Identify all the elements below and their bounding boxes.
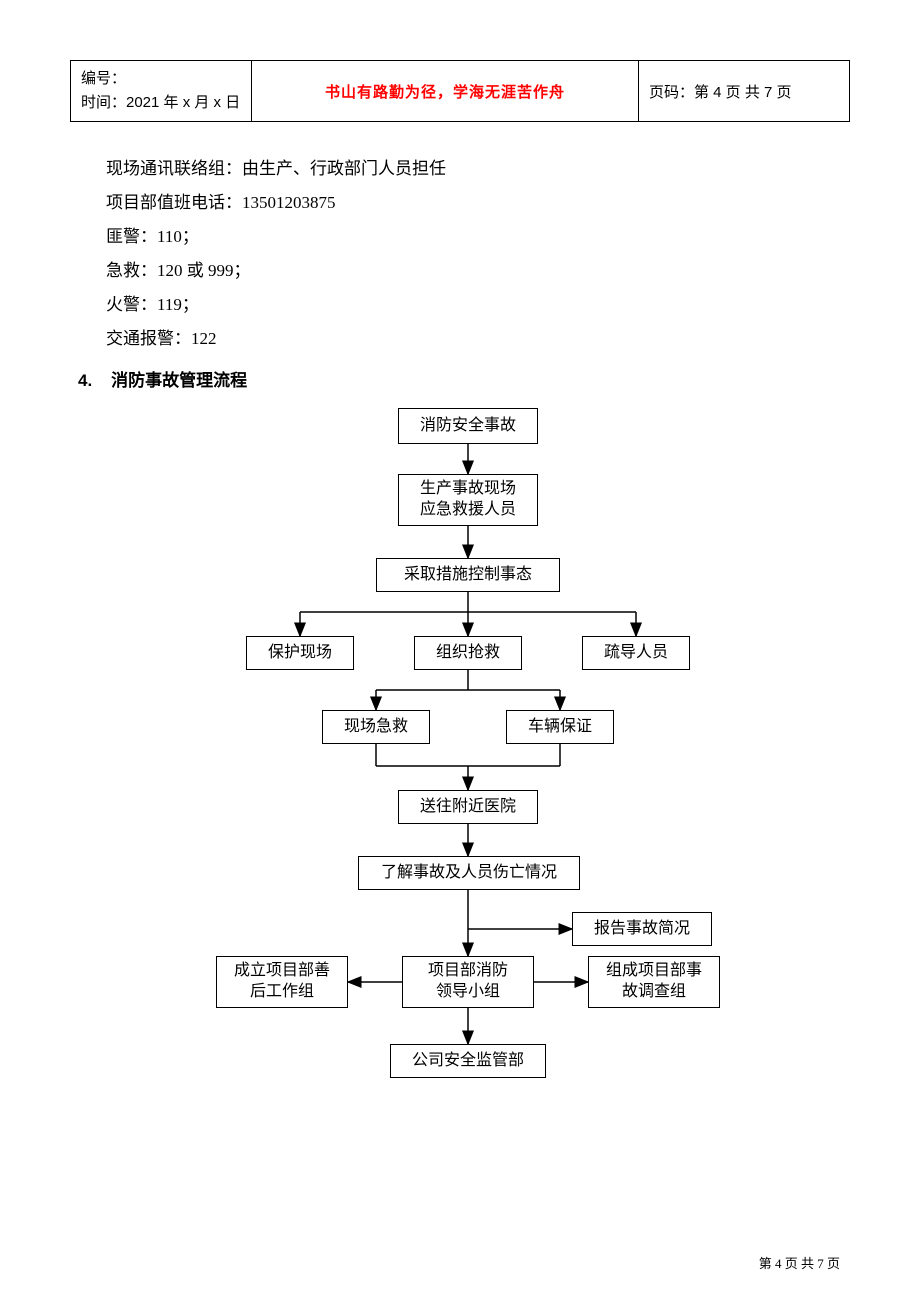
body-line: 交通报警：122 [106, 322, 850, 356]
flowchart-node: 成立项目部善后工作组 [216, 956, 348, 1008]
body-line: 项目部值班电话：13501203875 [106, 186, 850, 220]
body-line: 急救：120 或 999； [106, 254, 850, 288]
flowchart-node: 消防安全事故 [398, 408, 538, 444]
flowchart-node: 采取措施控制事态 [376, 558, 560, 592]
flowchart-node: 送往附近医院 [398, 790, 538, 824]
doc-number-label: 编号： [81, 67, 241, 91]
flowchart-node: 生产事故现场应急救援人员 [398, 474, 538, 526]
flowchart-container: 消防安全事故生产事故现场应急救援人员采取措施控制事态保护现场 组织抢救 疏导人员现场… [150, 408, 770, 1178]
body-line: 匪警：110； [106, 220, 850, 254]
flowchart-node: 车辆保证 [506, 710, 614, 744]
header-motto: 书山有路勤为径，学海无涯苦作舟 [325, 84, 565, 101]
body-text-block: 现场通讯联络组：由生产、行政部门人员担任 项目部值班电话：13501203875… [106, 152, 850, 356]
section-title: 消防事故管理流程 [111, 371, 247, 390]
flowchart-node: 报告事故简况 [572, 912, 712, 946]
body-line: 现场通讯联络组：由生产、行政部门人员担任 [106, 152, 850, 186]
header-table: 编号： 时间：2021 年 x 月 x 日 书山有路勤为径，学海无涯苦作舟 页码… [70, 60, 850, 122]
flowchart-node: 疏导人员 [582, 636, 690, 670]
flowchart-node: 项目部消防领导小组 [402, 956, 534, 1008]
doc-date-label: 时间：2021 年 x 月 x 日 [81, 91, 241, 115]
body-line: 火警：119； [106, 288, 850, 322]
header-center-cell: 书山有路勤为径，学海无涯苦作舟 [252, 61, 639, 122]
flowchart-node: 了解事故及人员伤亡情况 [358, 856, 580, 890]
section-header: 4. 消防事故管理流程 [78, 364, 850, 398]
flowchart-node: 组成项目部事故调查组 [588, 956, 720, 1008]
section-number: 4. [78, 371, 92, 390]
header-page-info: 页码：第 4 页 共 7 页 [649, 84, 792, 101]
header-right-cell: 页码：第 4 页 共 7 页 [639, 61, 850, 122]
flowchart-node: 公司安全监管部 [390, 1044, 546, 1078]
flowchart-node: 现场急救 [322, 710, 430, 744]
header-left-cell: 编号： 时间：2021 年 x 月 x 日 [71, 61, 252, 122]
document-page: 编号： 时间：2021 年 x 月 x 日 书山有路勤为径，学海无涯苦作舟 页码… [0, 0, 920, 1302]
flowchart-node: 组织抢救 [414, 636, 522, 670]
flowchart-node: 保护现场 [246, 636, 354, 670]
footer-page-number: 第 4 页 共 7 页 [759, 1253, 840, 1272]
